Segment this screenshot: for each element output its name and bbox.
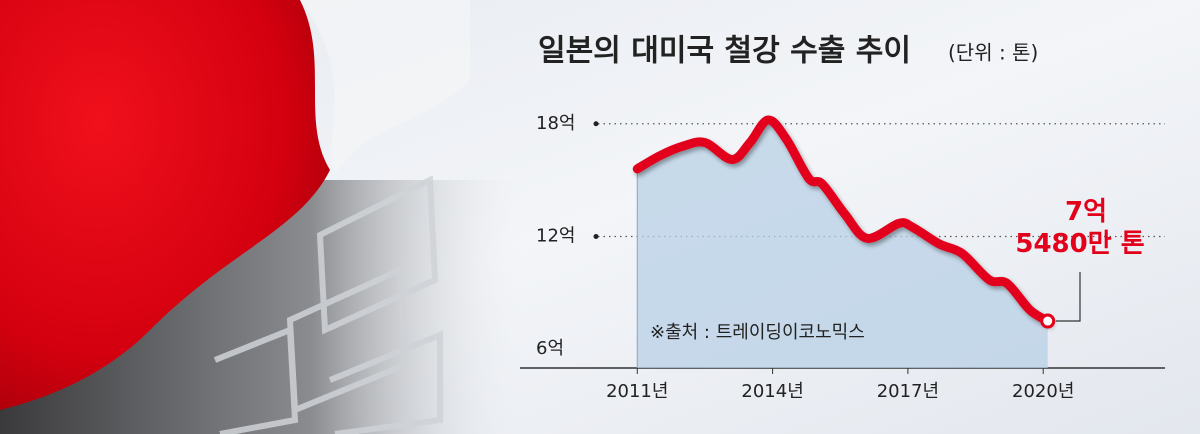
annotation: 7억 5480만 톤: [1015, 197, 1144, 259]
y-tick-label: 18억: [536, 113, 575, 134]
steel-photo: [0, 0, 520, 434]
x-tick-label: 2011년: [606, 381, 668, 402]
chart-subtitle: (단위 : 톤): [948, 41, 1038, 65]
y-tick-label: 12억: [536, 226, 575, 247]
area: [637, 119, 1048, 368]
end-point: [1040, 313, 1056, 329]
x-tick-label: 2014년: [741, 381, 803, 402]
x-tick-label: 2020년: [1012, 381, 1074, 402]
annotation-line: 7억: [1065, 197, 1107, 227]
line: [632, 115, 1053, 326]
x-tick-label: 2017년: [877, 381, 939, 402]
tick-dot: [593, 234, 599, 239]
source: ※출처 : 트레이딩이코노믹스: [650, 322, 865, 343]
leader-line: [1055, 272, 1081, 322]
tick-dot: [593, 121, 599, 127]
chart-title: 일본의 대미국 철강 수출 추이: [538, 34, 911, 69]
y-tick-label: 6억: [536, 338, 564, 359]
annotation-line: 5480만 톤: [1015, 229, 1144, 259]
